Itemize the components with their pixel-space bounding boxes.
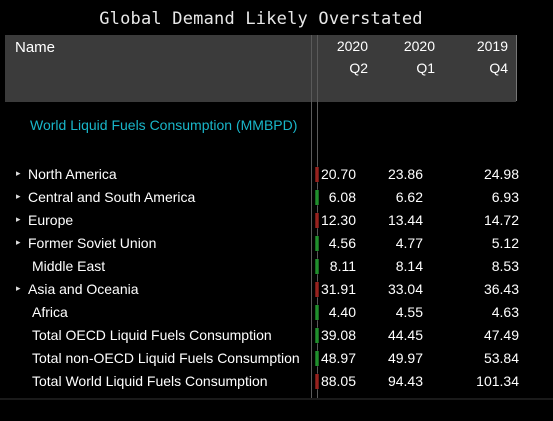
row-label: Africa <box>32 304 68 320</box>
table-row[interactable]: ▸ Former Soviet Union 4.56 4.77 5.12 <box>5 233 519 256</box>
sparkline-icon <box>315 189 319 206</box>
divider <box>0 398 553 400</box>
cell-value: 4.63 <box>491 304 519 320</box>
row-label: Total non-OECD Liquid Fuels Consumption <box>32 350 300 366</box>
expand-arrow-icon[interactable]: ▸ <box>16 237 21 247</box>
cell-value: 39.08 <box>320 327 356 343</box>
cell-value: 4.40 <box>328 304 356 320</box>
cell-value: 5.12 <box>491 235 519 251</box>
expand-arrow-icon[interactable]: ▸ <box>16 214 21 224</box>
row-label: Total World Liquid Fuels Consumption <box>32 373 268 389</box>
table-row[interactable]: ▸ Asia and Oceania 31.91 33.04 36.43 <box>5 279 519 302</box>
table-row[interactable]: ▸ Central and South America 6.08 6.62 6.93 <box>5 187 519 210</box>
sparkline-icon <box>315 327 319 344</box>
cell-value: 6.08 <box>328 189 356 205</box>
sparkline-icon <box>315 350 319 367</box>
header-col-2019-q4[interactable]: 2019 Q4 <box>476 38 508 76</box>
sparkline-icon <box>315 373 319 390</box>
row-label: Middle East <box>32 258 106 274</box>
sparkline-icon <box>315 166 319 183</box>
table-row[interactable]: ▸ North America 20.70 23.86 24.98 <box>5 164 519 187</box>
header-name[interactable]: Name <box>15 39 56 56</box>
table-row[interactable]: Africa 4.40 4.55 4.63 <box>5 302 519 325</box>
column-divider <box>311 35 312 399</box>
cell-value: 44.45 <box>387 327 423 343</box>
cell-value: 23.86 <box>387 166 423 182</box>
page-title: Global Demand Likely Overstated <box>99 9 423 29</box>
cell-value: 8.14 <box>395 258 423 274</box>
cell-value: 13.44 <box>387 212 423 228</box>
table-row[interactable]: ▸ Europe 12.30 13.44 14.72 <box>5 210 519 233</box>
cell-value: 20.70 <box>320 166 356 182</box>
sparkline-icon <box>315 281 319 298</box>
cell-value: 14.72 <box>483 212 519 228</box>
row-label: Asia and Oceania <box>28 281 139 297</box>
row-label: Former Soviet Union <box>28 235 157 251</box>
cell-value: 33.04 <box>387 281 423 297</box>
cell-value: 6.93 <box>491 189 519 205</box>
row-label: Europe <box>28 212 74 228</box>
expand-arrow-icon[interactable]: ▸ <box>16 191 21 201</box>
sparkline-icon <box>315 304 319 321</box>
expand-arrow-icon[interactable]: ▸ <box>16 168 21 178</box>
sparkline-icon <box>315 212 319 229</box>
cell-value: 101.34 <box>476 373 519 389</box>
table-header: Name 2020 Q2 2020 Q1 2019 Q4 <box>5 35 516 102</box>
cell-value: 8.11 <box>329 258 356 274</box>
table-row[interactable]: Total OECD Liquid Fuels Consumption 39.08… <box>5 325 519 348</box>
sparkline-icon <box>315 235 319 252</box>
cell-value: 4.56 <box>328 235 356 251</box>
cell-value: 49.97 <box>387 350 423 366</box>
cell-value: 31.91 <box>320 281 356 297</box>
row-label: North America <box>28 166 117 182</box>
header-col-2020-q1[interactable]: 2020 Q1 <box>403 38 435 76</box>
table-row[interactable]: Middle East 8.11 8.14 8.53 <box>5 256 519 279</box>
header-col-2020-q2[interactable]: 2020 Q2 <box>336 38 368 76</box>
cell-value: 4.77 <box>395 235 423 251</box>
column-divider <box>516 35 517 101</box>
cell-value: 4.55 <box>395 304 423 320</box>
table-row[interactable]: Total non-OECD Liquid Fuels Consumption 4… <box>5 348 519 371</box>
cell-value: 24.98 <box>483 166 519 182</box>
data-table: Name 2020 Q2 2020 Q1 2019 Q4 <box>5 35 521 399</box>
row-label: Central and South America <box>28 189 196 205</box>
cell-value: 47.49 <box>483 327 519 343</box>
row-label: Total OECD Liquid Fuels Consumption <box>32 327 272 343</box>
section-title: World Liquid Fuels Consumption (MMBPD) <box>30 117 298 133</box>
expand-arrow-icon[interactable]: ▸ <box>16 283 21 293</box>
table-row[interactable]: Total World Liquid Fuels Consumption 88.0… <box>5 371 519 394</box>
sparkline-icon <box>315 258 319 275</box>
cell-value: 6.62 <box>395 189 423 205</box>
cell-value: 8.53 <box>491 258 519 274</box>
cell-value: 94.43 <box>387 373 423 389</box>
cell-value: 53.84 <box>483 350 519 366</box>
cell-value: 48.97 <box>320 350 356 366</box>
cell-value: 12.30 <box>320 212 356 228</box>
cell-value: 36.43 <box>483 281 519 297</box>
cell-value: 88.05 <box>320 373 356 389</box>
